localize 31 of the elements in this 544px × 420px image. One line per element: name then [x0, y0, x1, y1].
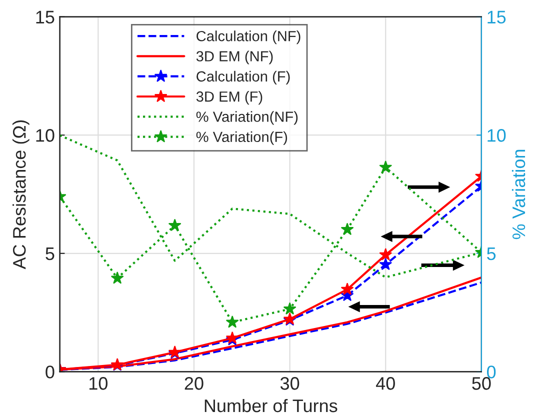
point: [226, 315, 239, 328]
point: [379, 248, 392, 260]
legend-label: 3D EM (F): [196, 91, 262, 105]
point: [340, 282, 354, 295]
y-axis-title: AC Resistance (Ω): [12, 120, 30, 270]
point: [283, 302, 296, 315]
legend-label: % Variation(NF): [196, 111, 298, 125]
point: [340, 222, 354, 236]
y2-tick-label: 10: [488, 129, 506, 142]
x-tick-label: 40: [376, 377, 395, 390]
x-tick-label: 20: [184, 377, 204, 390]
y2-tick-label: 15: [488, 10, 506, 24]
y2-tick-label: 5: [487, 248, 496, 260]
y-tick-label: 15: [36, 10, 54, 24]
point: [110, 271, 124, 284]
y2-axis-title: % Variation: [512, 150, 526, 240]
x-axis-title: Number of Turns: [204, 398, 338, 412]
x-tick-label: 10: [90, 377, 108, 390]
y2-tick-label: 0: [487, 366, 496, 378]
y-tick-label: 10: [36, 129, 54, 142]
legend-label: Calculation (F): [196, 70, 290, 84]
point: [379, 160, 392, 173]
x-tick-label: 50: [472, 377, 491, 390]
y-tick-label: 0: [46, 366, 54, 378]
legend-label: 3D EM (NF): [196, 50, 273, 64]
x-tick-label: 30: [280, 377, 300, 390]
y-tick-label: 5: [46, 248, 54, 260]
legend-label: % Variation(F): [196, 131, 288, 145]
point: [168, 218, 182, 232]
point: [379, 258, 392, 270]
legend-label: Calculation (NF): [196, 30, 300, 44]
